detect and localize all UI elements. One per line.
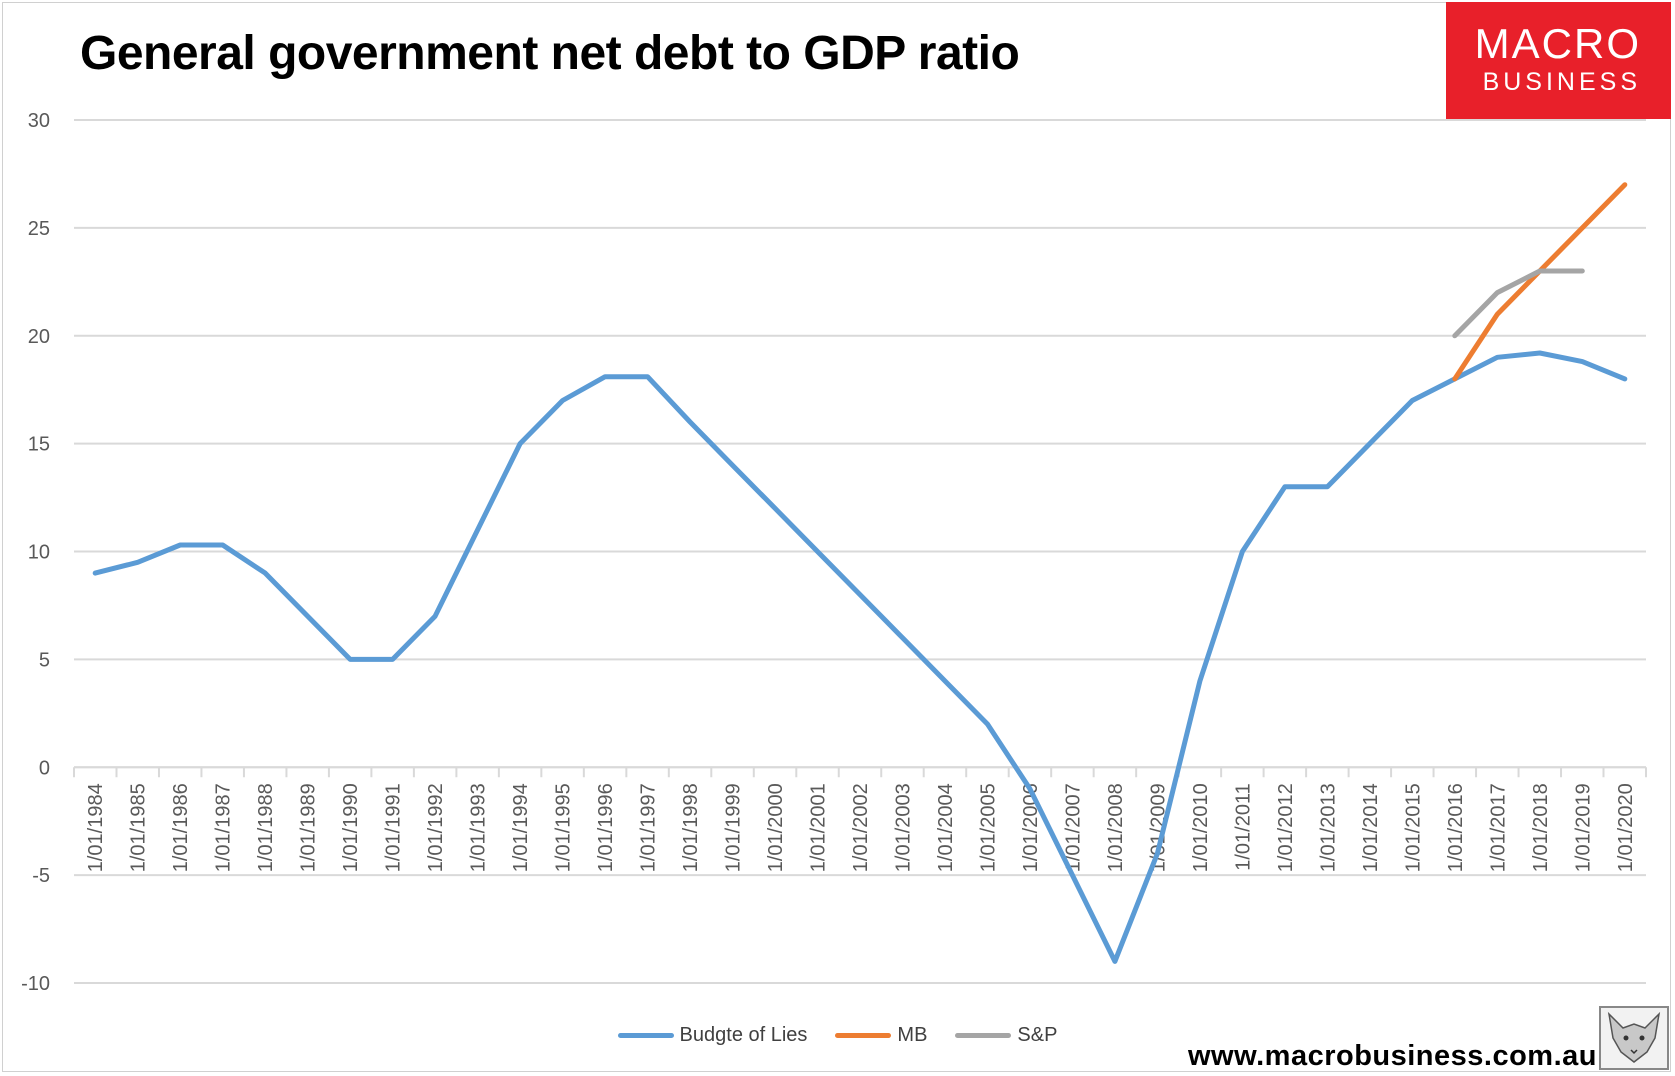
x-tick-label: 1/01/2020: [1615, 783, 1637, 872]
legend-item: S&P: [955, 1022, 1057, 1048]
x-tick-label: 1/01/2012: [1275, 783, 1297, 872]
x-axis-tick-labels: 1/01/1984 1/01/1985 1/01/1986 1/01/1987 1/01…: [85, 783, 1637, 872]
x-tick-label: 1/01/1993: [468, 783, 490, 872]
x-tick-label: 1/01/1994: [510, 783, 532, 872]
x-tick-label: 1/01/2008: [1105, 783, 1127, 872]
x-tick-label: 1/01/2005: [977, 783, 999, 872]
x-tick-label: 1/01/2013: [1317, 783, 1339, 872]
x-tick-label: 1/01/2009: [1147, 783, 1169, 872]
x-tick-label: 1/01/2000: [765, 783, 787, 872]
x-tick-label: 1/01/2001: [808, 783, 830, 872]
chart-legend: Budgte of Lies MB S&P: [0, 1022, 1675, 1048]
x-tick-label: 1/01/2017: [1487, 783, 1509, 872]
x-axis: [73, 766, 1647, 778]
logo-line-2: BUSINESS: [1482, 68, 1641, 96]
x-tick-label: 1/01/2010: [1190, 783, 1212, 872]
y-axis-tick-labels: 30 25 20 15 10 5 0 -5 -10: [21, 110, 50, 995]
y-tick-label: -10: [21, 973, 50, 995]
x-tick-label: 1/01/1987: [213, 783, 235, 872]
x-tick-label: 1/01/2016: [1445, 783, 1467, 872]
logo-line-1: MACRO: [1474, 20, 1641, 67]
x-tick-label: 1/01/1984: [85, 783, 107, 872]
y-tick-label: -5: [32, 865, 50, 887]
x-tick-label: 1/01/1992: [425, 783, 447, 872]
y-tick-label: 5: [39, 649, 50, 671]
x-tick-label: 1/01/1985: [128, 783, 150, 872]
legend-label: Budgte of Lies: [679, 1023, 808, 1046]
x-tick-label: 1/01/2011: [1232, 783, 1254, 871]
legend-item: Budgte of Lies: [617, 1022, 808, 1048]
x-tick-label: 1/01/1999: [723, 783, 745, 872]
legend-label: S&P: [1017, 1023, 1058, 1046]
x-tick-label: 1/01/1995: [553, 783, 575, 872]
x-tick-label: 1/01/1997: [638, 783, 660, 872]
series-line-0: [92, 350, 1628, 964]
legend-swatch: [835, 1032, 892, 1038]
legend-swatch: [617, 1032, 674, 1038]
fox-face-icon: [1607, 1011, 1661, 1063]
macrobusiness-logo: MACRO BUSINESS: [1446, 2, 1671, 119]
x-tick-label: 1/01/1991: [383, 783, 405, 872]
x-tick-label: 1/01/2015: [1402, 783, 1424, 872]
x-tick-label: 1/01/1986: [170, 783, 192, 872]
x-tick-label: 1/01/2002: [850, 783, 872, 872]
y-tick-label: 10: [28, 542, 50, 564]
x-tick-label: 1/01/2006: [1020, 783, 1042, 872]
x-tick-label: 1/01/1989: [298, 783, 320, 872]
x-tick-label: 1/01/2007: [1062, 783, 1084, 872]
x-tick-label: 1/01/2004: [935, 783, 957, 872]
series-lines: [92, 182, 1628, 964]
website-url: www.macrobusiness.com.au: [1188, 1040, 1597, 1072]
y-tick-label: 20: [28, 326, 50, 348]
legend-label: MB: [897, 1023, 928, 1046]
y-tick-label: 30: [28, 110, 50, 132]
x-tick-label: 1/01/1988: [255, 783, 277, 872]
x-tick-label: 1/01/1998: [680, 783, 702, 872]
x-tick-label: 1/01/2003: [892, 783, 914, 872]
y-tick-label: 0: [39, 757, 50, 779]
x-tick-label: 1/01/1996: [595, 783, 617, 872]
x-tick-label: 1/01/1990: [340, 783, 362, 872]
x-tick-label: 1/01/2014: [1360, 783, 1382, 872]
fox-mascot-icon: [1599, 1006, 1669, 1070]
chart-title: General government net debt to GDP ratio: [80, 27, 1020, 80]
y-tick-label: 15: [28, 434, 50, 456]
series-line-2: [1452, 268, 1585, 339]
legend-item: MB: [835, 1022, 927, 1048]
legend-swatch: [955, 1032, 1012, 1038]
x-tick-label: 1/01/2018: [1530, 783, 1552, 872]
x-tick-label: 1/01/2019: [1572, 783, 1594, 872]
series-line-1: [1452, 182, 1628, 382]
y-tick-label: 25: [28, 218, 50, 240]
